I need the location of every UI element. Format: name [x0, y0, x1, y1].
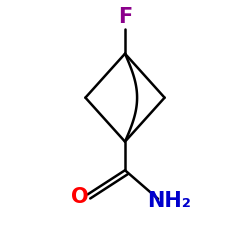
- Text: NH₂: NH₂: [147, 191, 191, 211]
- Text: F: F: [118, 7, 132, 27]
- Text: O: O: [71, 187, 89, 207]
